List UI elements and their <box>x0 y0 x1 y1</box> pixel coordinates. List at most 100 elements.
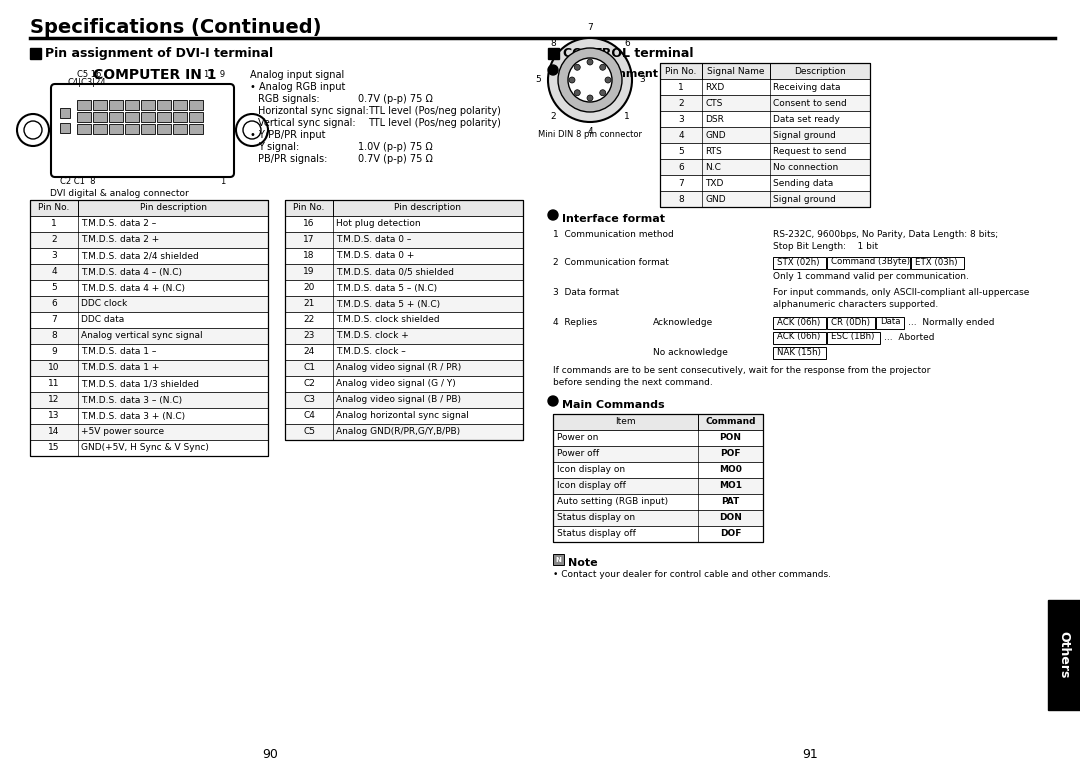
Text: Specifications (Continued): Specifications (Continued) <box>30 18 322 37</box>
Text: COMPUTER IN 1: COMPUTER IN 1 <box>93 68 217 82</box>
Text: C2 C1  8: C2 C1 8 <box>60 177 95 186</box>
Text: 12: 12 <box>49 395 59 404</box>
Text: Analog input signal: Analog input signal <box>249 70 345 80</box>
Text: 13: 13 <box>49 411 59 420</box>
Bar <box>141 112 156 122</box>
Text: Icon display off: Icon display off <box>557 481 626 491</box>
Bar <box>30 248 268 264</box>
Bar <box>285 200 523 216</box>
Bar <box>189 124 203 134</box>
Text: Analog video signal (R / PR): Analog video signal (R / PR) <box>336 363 461 372</box>
Text: T.M.D.S. data 1 –: T.M.D.S. data 1 – <box>81 347 157 356</box>
Text: Pin description: Pin description <box>139 204 206 213</box>
Bar <box>827 317 875 329</box>
Bar <box>30 264 268 280</box>
Bar <box>1048 600 1080 710</box>
Text: 2  Communication format: 2 Communication format <box>553 258 669 267</box>
Bar <box>660 63 870 207</box>
Text: Receiving data: Receiving data <box>773 82 840 92</box>
Text: T.M.D.S. data 3 + (N.C): T.M.D.S. data 3 + (N.C) <box>81 411 185 420</box>
Text: T.M.D.S. data 2 –: T.M.D.S. data 2 – <box>81 220 157 228</box>
Text: 16: 16 <box>303 220 314 228</box>
Text: PAT: PAT <box>721 497 740 507</box>
Text: GND: GND <box>705 195 726 204</box>
Bar <box>30 440 268 456</box>
Bar <box>660 111 870 127</box>
Text: 1: 1 <box>678 82 684 92</box>
Circle shape <box>548 38 632 122</box>
Circle shape <box>588 59 593 65</box>
Text: Analog video signal (B / PB): Analog video signal (B / PB) <box>336 395 461 404</box>
Bar <box>553 462 762 478</box>
Bar <box>30 312 268 328</box>
Text: 4  Replies: 4 Replies <box>553 318 597 327</box>
Bar <box>285 216 523 232</box>
Text: RXD: RXD <box>705 82 725 92</box>
Bar <box>30 216 268 232</box>
Bar <box>553 554 564 565</box>
Text: 3: 3 <box>639 76 645 85</box>
Text: ESC (1Bh): ESC (1Bh) <box>831 333 875 342</box>
Bar <box>285 264 523 280</box>
Text: T.M.D.S. data 2/4 shielded: T.M.D.S. data 2/4 shielded <box>81 252 199 260</box>
Bar <box>285 360 523 376</box>
Text: Analog GND(R/PR,G/Y,B/PB): Analog GND(R/PR,G/Y,B/PB) <box>336 427 460 436</box>
Text: T.M.D.S. data 3 – (N.C): T.M.D.S. data 3 – (N.C) <box>81 395 183 404</box>
Text: For input commands, only ASCII-compliant all-uppercase: For input commands, only ASCII-compliant… <box>773 288 1029 297</box>
Bar <box>30 344 268 360</box>
Bar <box>553 510 762 526</box>
Bar <box>173 100 187 110</box>
Bar <box>285 280 523 296</box>
Bar <box>189 112 203 122</box>
Text: Vertical sync signal:: Vertical sync signal: <box>258 118 355 128</box>
Text: RGB signals:: RGB signals: <box>258 94 320 104</box>
Bar <box>30 360 268 376</box>
Bar <box>109 100 123 110</box>
Text: Mini DIN 8 pin connector: Mini DIN 8 pin connector <box>538 130 642 139</box>
Text: 21: 21 <box>303 300 314 308</box>
Text: 3: 3 <box>678 114 684 124</box>
Bar <box>77 112 91 122</box>
Text: DVI digital & analog connector: DVI digital & analog connector <box>50 189 189 198</box>
Text: TTL level (Pos/neg polarity): TTL level (Pos/neg polarity) <box>368 118 501 128</box>
Text: Interface format: Interface format <box>562 214 665 224</box>
Text: Sending data: Sending data <box>773 179 834 188</box>
Bar <box>93 124 107 134</box>
Text: T.M.D.S. data 1/3 shielded: T.M.D.S. data 1/3 shielded <box>81 379 199 388</box>
Bar <box>660 191 870 207</box>
Bar <box>285 376 523 392</box>
Circle shape <box>568 58 612 102</box>
Bar <box>553 494 762 510</box>
Text: 4: 4 <box>51 268 57 276</box>
Bar <box>876 317 904 329</box>
Text: Status display off: Status display off <box>557 530 636 539</box>
Text: Signal ground: Signal ground <box>773 195 836 204</box>
Text: 7: 7 <box>588 24 593 33</box>
Circle shape <box>548 210 558 220</box>
Text: Icon display on: Icon display on <box>557 465 625 475</box>
Text: C3: C3 <box>303 395 315 404</box>
Bar <box>285 248 523 264</box>
Text: 5: 5 <box>51 284 57 292</box>
Text: 10: 10 <box>49 363 59 372</box>
Text: Only 1 command valid per communication.: Only 1 command valid per communication. <box>773 272 969 281</box>
Bar <box>285 312 523 328</box>
Text: 7: 7 <box>51 315 57 324</box>
Text: No acknowledge: No acknowledge <box>653 348 728 357</box>
Text: C4|C3|24: C4|C3|24 <box>67 78 106 87</box>
Text: DDC clock: DDC clock <box>81 300 127 308</box>
Text: ...  Aborted: ... Aborted <box>885 333 934 342</box>
Text: 19: 19 <box>303 268 314 276</box>
Text: TTL level (Pos/neg polarity): TTL level (Pos/neg polarity) <box>368 106 501 116</box>
Text: Command (3Byte): Command (3Byte) <box>831 257 910 266</box>
Bar <box>553 478 762 494</box>
Circle shape <box>575 90 580 95</box>
Text: 0.7V (p-p) 75 Ω: 0.7V (p-p) 75 Ω <box>357 154 433 164</box>
Bar <box>157 112 171 122</box>
Text: T.M.D.S. data 5 – (N.C): T.M.D.S. data 5 – (N.C) <box>336 284 437 292</box>
Bar <box>30 392 268 408</box>
Text: ...  Normally ended: ... Normally ended <box>908 318 995 327</box>
Text: T.M.D.S. data 4 + (N.C): T.M.D.S. data 4 + (N.C) <box>81 284 185 292</box>
Text: Signal Name: Signal Name <box>707 66 765 76</box>
Text: 5: 5 <box>678 146 684 156</box>
